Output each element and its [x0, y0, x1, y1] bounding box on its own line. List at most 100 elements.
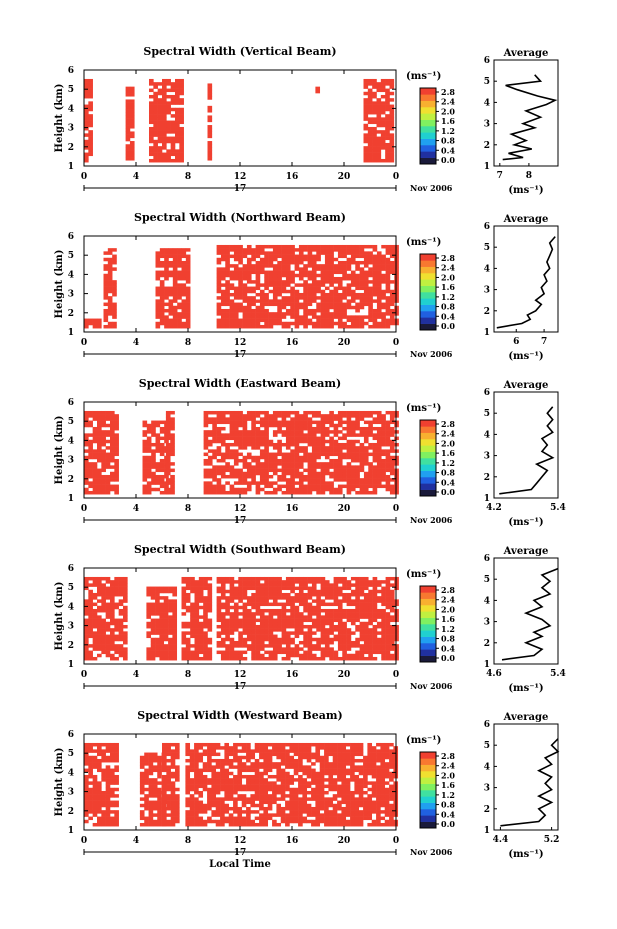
heatmap-cell [242, 289, 248, 294]
heatmap-cell [194, 822, 199, 827]
heatmap-cell [372, 133, 377, 137]
heatmap-cell [368, 481, 373, 485]
heatmap-cell [105, 628, 111, 632]
heatmap-cell [394, 468, 399, 473]
heatmap-cell [101, 576, 106, 581]
heatmap-cell [298, 436, 304, 441]
heatmap-cell [389, 628, 395, 632]
heatmap-cell [394, 458, 399, 463]
heatmap-cell [394, 487, 399, 492]
heatmap-cell [233, 273, 239, 278]
heatmap-cell [281, 474, 287, 479]
heatmap-cell [251, 612, 256, 616]
heatmap-cell [118, 647, 124, 651]
heatmap-cell [251, 315, 256, 319]
heatmap-cell [381, 430, 386, 434]
heatmap-cell [105, 634, 111, 639]
heatmap-cell [320, 599, 326, 603]
heatmap-cell [190, 618, 195, 623]
heatmap-cell [294, 592, 300, 597]
heatmap-cell [380, 136, 386, 141]
heatmap-cell [389, 420, 395, 425]
heatmap-cell [367, 117, 373, 121]
heatmap-cell [165, 452, 171, 457]
heatmap-cell [290, 484, 295, 489]
heatmap-cell [162, 778, 167, 782]
colorbar-swatch [420, 273, 436, 280]
heatmap-cell [294, 586, 300, 591]
heatmap-cell [155, 628, 160, 632]
heatmap-cell [307, 251, 313, 255]
heatmap-cell [264, 644, 269, 648]
heatmap-cell [277, 321, 282, 326]
heatmap-cell [367, 133, 373, 137]
heatmap-cell [311, 583, 317, 587]
heatmap-cell [114, 819, 119, 824]
heatmap-cell [294, 612, 300, 616]
heatmap-cell [298, 420, 304, 425]
heatmap-cell [272, 637, 278, 642]
heatmap-cell [259, 599, 265, 603]
average-frame [493, 557, 559, 665]
heatmap-cell [333, 305, 339, 310]
heatmap-cell [333, 458, 339, 463]
heatmap-cell [207, 89, 213, 94]
heatmap-cell [316, 324, 321, 329]
heatmap-cell [342, 468, 347, 473]
heatmap-cell [105, 589, 111, 594]
heatmap-cell [255, 283, 261, 287]
heatmap-cell [311, 637, 317, 642]
heatmap-cell [84, 746, 89, 750]
heatmap-cell [148, 806, 154, 811]
heatmap-cell [303, 634, 308, 639]
heatmap-cell [220, 324, 226, 329]
heatmap-cell [363, 615, 369, 619]
heatmap-cell [97, 762, 102, 766]
heatmap-cell [329, 592, 334, 597]
heatmap-cell [372, 637, 378, 642]
heatmap-cell [394, 647, 399, 651]
heatmap-cell [220, 321, 226, 326]
heatmap-cell [251, 436, 256, 441]
heatmap-cell [329, 296, 334, 300]
heatmap-cell [285, 270, 291, 275]
heatmap-cell [311, 605, 317, 610]
heatmap-cell [229, 589, 235, 594]
heatmap-cell [161, 803, 167, 808]
heatmap-cell [385, 423, 391, 428]
heatmap-cell [97, 742, 102, 747]
heatmap-cell [84, 608, 89, 613]
heatmap-cell [165, 426, 171, 431]
heatmap-cell [307, 624, 313, 629]
heatmap-cell [290, 299, 295, 303]
heatmap-cell [380, 117, 386, 121]
heatmap-cell [367, 130, 373, 134]
heatmap-cell [298, 462, 304, 466]
heatmap-cell [238, 481, 243, 485]
heatmap-cell [84, 605, 89, 610]
heatmap-cell [381, 420, 386, 425]
heatmap-cell [246, 267, 252, 271]
colorbar-tick-label: 2.0 [441, 272, 455, 282]
heatmap-cell [259, 452, 265, 457]
heatmap-cell [185, 318, 191, 323]
heatmap-cell [148, 803, 154, 808]
heatmap-cell [238, 244, 243, 249]
heatmap-cell [162, 107, 167, 112]
heatmap-cell [277, 576, 282, 581]
heatmap-cell [389, 136, 395, 141]
heatmap-cell [268, 624, 274, 629]
heatmap-cell [342, 631, 347, 635]
heatmap-cell [88, 746, 93, 750]
heatmap-cell [320, 608, 326, 613]
heatmap-cell [394, 286, 399, 291]
colorbar-swatch [420, 630, 436, 637]
heatmap-cell [97, 628, 102, 632]
heatmap-cell [337, 592, 343, 597]
heatmap-cell [316, 283, 321, 287]
heatmap-cell [350, 446, 356, 450]
heatmap-cell [381, 449, 386, 453]
heatmap-cell [324, 592, 330, 597]
heatmap-cell [84, 647, 89, 651]
heatmap-cell [129, 109, 135, 113]
